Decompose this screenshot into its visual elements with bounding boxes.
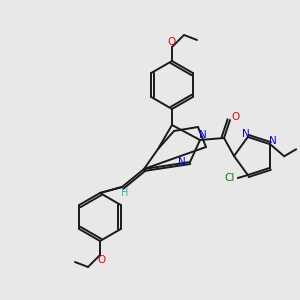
Text: N: N bbox=[178, 157, 186, 167]
Text: N: N bbox=[242, 129, 250, 139]
Text: H: H bbox=[121, 188, 129, 198]
Text: O: O bbox=[168, 37, 176, 47]
Text: O: O bbox=[231, 112, 239, 122]
Text: Cl: Cl bbox=[225, 173, 235, 183]
Text: N: N bbox=[199, 130, 207, 140]
Text: N: N bbox=[269, 136, 277, 146]
Text: O: O bbox=[98, 255, 106, 265]
